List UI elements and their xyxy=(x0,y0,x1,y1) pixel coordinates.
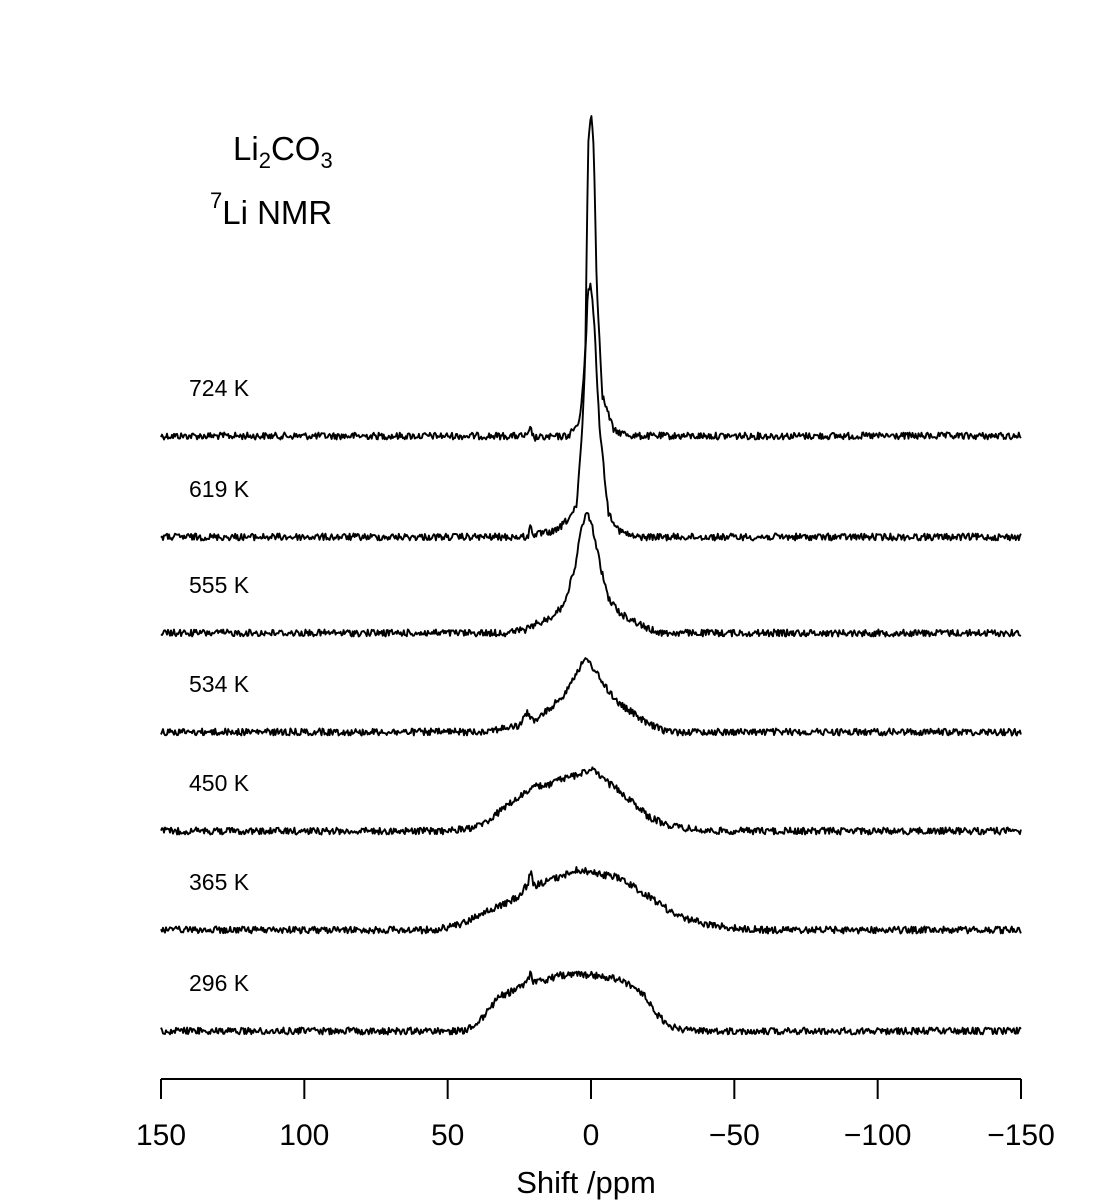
spectrum-line-296k xyxy=(160,970,1022,1036)
temperature-label-724k: 724 K xyxy=(189,375,250,401)
x-tick-label: 150 xyxy=(136,1119,186,1152)
temperature-label-555k: 555 K xyxy=(189,572,250,598)
temperature-label-450k: 450 K xyxy=(189,770,250,796)
spectrum-line-365k xyxy=(160,866,1022,935)
nucleus-label: 7Li NMR xyxy=(210,188,332,231)
chart-title: Li2CO3 7Li NMR xyxy=(210,130,333,231)
compound-formula: Li2CO3 xyxy=(233,130,333,173)
x-tick-label: 100 xyxy=(279,1119,329,1152)
temperature-label-619k: 619 K xyxy=(189,476,250,502)
spectrum-line-555k xyxy=(160,512,1022,638)
x-axis: 150 100 50 0 −50 −100 −150 xyxy=(136,1078,1055,1152)
temperature-label-296k: 296 K xyxy=(189,970,250,996)
x-axis-title: Shift /ppm xyxy=(516,1165,656,1200)
x-tick-label: 0 xyxy=(583,1119,600,1152)
x-tick-label: −150 xyxy=(987,1119,1055,1152)
spectrum-line-619k xyxy=(160,282,1022,542)
temperature-label-365k: 365 K xyxy=(189,869,250,895)
spectrum-line-450k xyxy=(160,766,1022,836)
x-tick-label: −100 xyxy=(844,1119,912,1152)
x-tick-label: −50 xyxy=(709,1119,760,1152)
spectra-group: 724 K 619 K 555 K 534 K 450 K 365 K 296 K xyxy=(160,115,1022,1036)
spectrum-line-534k xyxy=(160,657,1022,737)
x-tick-label: 50 xyxy=(431,1119,464,1152)
spectrum-line-724k xyxy=(160,115,1022,442)
temperature-label-534k: 534 K xyxy=(189,671,250,697)
